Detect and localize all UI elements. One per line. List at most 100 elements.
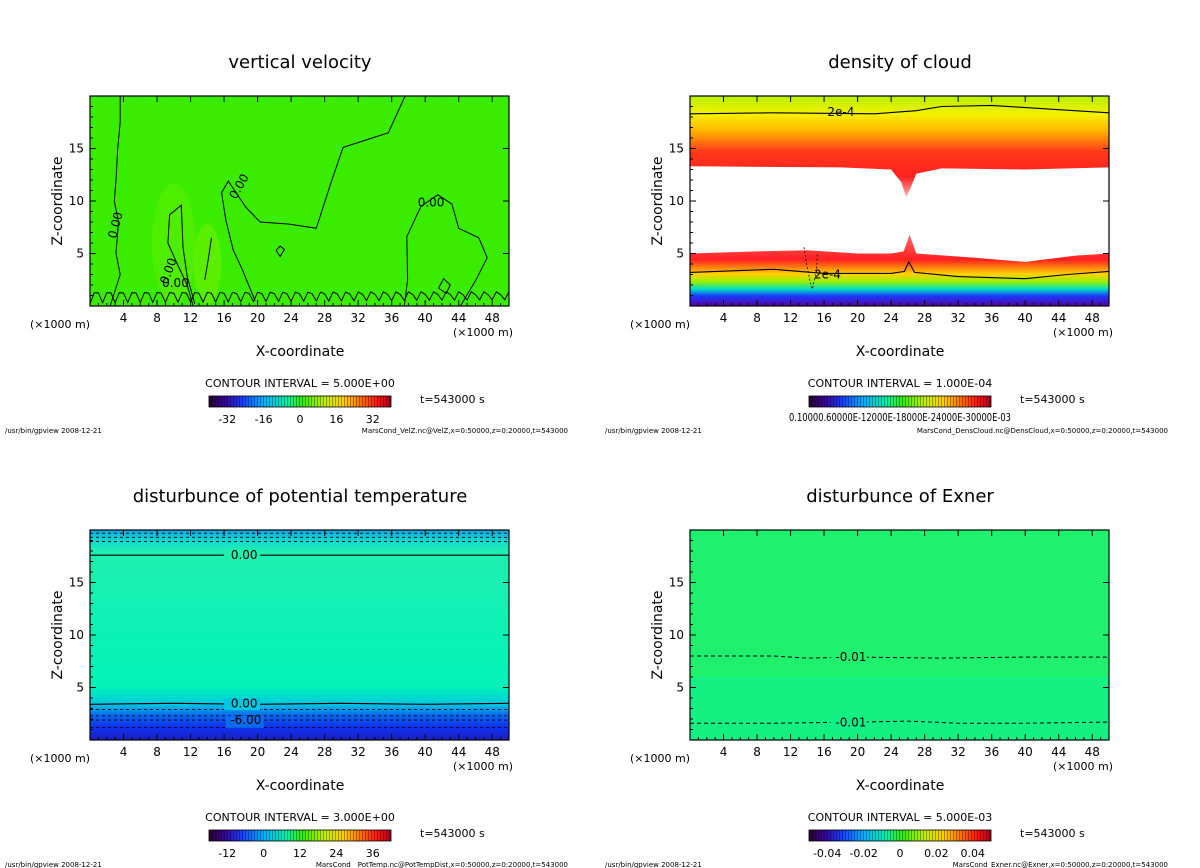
y-tick-label: 10 bbox=[669, 628, 684, 642]
x-tick-label: 44 bbox=[1051, 745, 1066, 759]
chart-title: disturbunce of potential temperature bbox=[133, 486, 468, 507]
colorbar-tick-label: -12 bbox=[218, 847, 236, 860]
chart-title: disturbunce of Exner bbox=[806, 486, 994, 507]
field-background bbox=[90, 96, 509, 306]
x-tick-label: 12 bbox=[183, 311, 198, 325]
x-tick-label: 40 bbox=[418, 745, 433, 759]
x-tick-label: 32 bbox=[351, 311, 366, 325]
x-tick-label: 24 bbox=[883, 745, 898, 759]
plot-area: 0.000.000.000.000.00 bbox=[89, 95, 510, 307]
x-tick-label: 4 bbox=[120, 745, 128, 759]
x-tick-label: 48 bbox=[1085, 311, 1100, 325]
footer-left: /usr/bin/gpview 2008-12-21 bbox=[5, 427, 102, 435]
y-tick-label: 10 bbox=[69, 194, 84, 208]
x-tick-label: 8 bbox=[153, 745, 161, 759]
plot-area: 2e-4 2e-4 bbox=[689, 96, 1110, 306]
contour-line-dashed bbox=[690, 720, 1110, 724]
contour-interval: CONTOUR INTERVAL = 3.000E+00 bbox=[205, 811, 395, 824]
colorbar-tick-label: -0.02 bbox=[849, 847, 877, 860]
x-unit-right: (×1000 m) bbox=[453, 760, 513, 773]
chart-title: density of cloud bbox=[828, 52, 972, 73]
x-tick-label: 24 bbox=[283, 745, 298, 759]
x-unit-left: (×1000 m) bbox=[30, 318, 90, 331]
x-tick-label: 44 bbox=[451, 745, 466, 759]
contour-label: 0.00 bbox=[231, 696, 258, 710]
x-tick-label: 36 bbox=[984, 745, 999, 759]
x-tick-label: 24 bbox=[283, 311, 298, 325]
colorbar-tick-label: 0 bbox=[297, 413, 304, 426]
x-tick-label: 32 bbox=[951, 745, 966, 759]
x-tick-label: 16 bbox=[216, 311, 231, 325]
x-tick-label: 8 bbox=[153, 311, 161, 325]
contour-line bbox=[204, 237, 212, 280]
contour-label: 0.00 bbox=[162, 276, 189, 290]
colorbar: -32 -16 0 16 32 bbox=[208, 395, 392, 426]
contour-label: -0.01 bbox=[835, 650, 866, 664]
footer-right: MarsCond_DensCloud.nc@DensCloud,x=0:5000… bbox=[917, 427, 1168, 435]
colorbar-frame bbox=[208, 829, 392, 842]
footer-left: /usr/bin/gpview 2008-12-21 bbox=[5, 861, 102, 868]
colorbar: -0.04 -0.02 0 0.02 0.04 bbox=[808, 829, 992, 860]
x-tick-label: 44 bbox=[1051, 311, 1066, 325]
footer-left: /usr/bin/gpview 2008-12-21 bbox=[605, 427, 702, 435]
plot-area: 0.00 0.00 -6.00 bbox=[89, 530, 510, 740]
field-shade bbox=[690, 677, 1109, 740]
x-tick-label: 48 bbox=[485, 745, 500, 759]
x-tick-label: 32 bbox=[351, 745, 366, 759]
colorbar-tick-label: 24 bbox=[329, 847, 343, 860]
y-tick-label: 5 bbox=[76, 247, 84, 261]
contour-label: 0.00 bbox=[105, 210, 125, 239]
x-tick-label: 48 bbox=[485, 311, 500, 325]
colorbar-tick-label: -16 bbox=[255, 413, 273, 426]
footer-right: MarsCond_Exner.nc@Exner,x=0:50000,z=0:20… bbox=[953, 861, 1168, 868]
contour-line bbox=[403, 194, 488, 307]
colorbar-frame bbox=[808, 829, 992, 842]
footer-right: MarsCond__PotTemp.nc@PotTempDist,x=0:500… bbox=[316, 861, 568, 868]
x-tick-label: 28 bbox=[917, 745, 932, 759]
y-tick-label: 15 bbox=[69, 142, 84, 156]
x-unit-left: (×1000 m) bbox=[630, 752, 690, 765]
y-tick-label: 10 bbox=[69, 628, 84, 642]
chart-panel-4: disturbunce of Exner-0.01-0.014 8 12 16 20 24… bbox=[605, 486, 1168, 868]
contour-label: 2e-4 bbox=[814, 268, 841, 282]
x-axis-label: X-coordinate bbox=[256, 344, 345, 360]
x-tick-label: 28 bbox=[917, 311, 932, 325]
field-background bbox=[90, 530, 509, 740]
contour-interval: CONTOUR INTERVAL = 5.000E-03 bbox=[808, 811, 992, 824]
y-axis-label: Z-coordinate bbox=[650, 590, 666, 679]
colorbar-stripes bbox=[209, 396, 391, 407]
contour-label-bg bbox=[830, 651, 867, 664]
x-tick-label: 12 bbox=[783, 745, 798, 759]
footer-right: MarsCond_VelZ.nc@VelZ,x=0:50000,z=0:2000… bbox=[362, 427, 568, 435]
x-tick-label: 12 bbox=[183, 745, 198, 759]
x-tick-label: 24 bbox=[883, 311, 898, 325]
contour-interval: CONTOUR INTERVAL = 1.000E-04 bbox=[808, 377, 992, 390]
contour-line-dashed bbox=[803, 247, 818, 290]
y-tick-label: 5 bbox=[676, 681, 684, 695]
contour-label: 2e-4 bbox=[827, 105, 854, 119]
chart-title: vertical velocity bbox=[228, 52, 372, 73]
colorbar-tick-labels: 0.10000.60000E-12000E-18000E-24000E-3000… bbox=[789, 411, 1011, 424]
colorbar-frame bbox=[208, 395, 392, 408]
y-axis-label: Z-coordinate bbox=[50, 590, 66, 679]
x-tick-label: 20 bbox=[850, 745, 865, 759]
y-tick-label: 5 bbox=[76, 681, 84, 695]
colorbar-stripes bbox=[809, 830, 991, 841]
x-axis-label: X-coordinate bbox=[856, 344, 945, 360]
colorbar-stripes bbox=[809, 396, 991, 407]
x-tick-label: 16 bbox=[216, 745, 231, 759]
x-unit-right: (×1000 m) bbox=[453, 326, 513, 339]
x-axis-label: X-coordinate bbox=[256, 778, 345, 794]
cloud-band-upper bbox=[690, 96, 1109, 197]
colorbar-tick-label: 0 bbox=[897, 847, 904, 860]
contour-line bbox=[438, 277, 451, 295]
x-tick-label: 20 bbox=[250, 311, 265, 325]
chart-panel-3: disturbunce of potential temperature 0.00… bbox=[5, 486, 568, 868]
x-tick-label: 28 bbox=[317, 311, 332, 325]
time-label: t=543000 s bbox=[420, 827, 485, 840]
field-shade bbox=[151, 183, 196, 303]
colorbar: -12 0 12 24 36 bbox=[208, 829, 392, 860]
contour-label: 0.00 bbox=[418, 195, 445, 209]
x-unit-left: (×1000 m) bbox=[30, 752, 90, 765]
